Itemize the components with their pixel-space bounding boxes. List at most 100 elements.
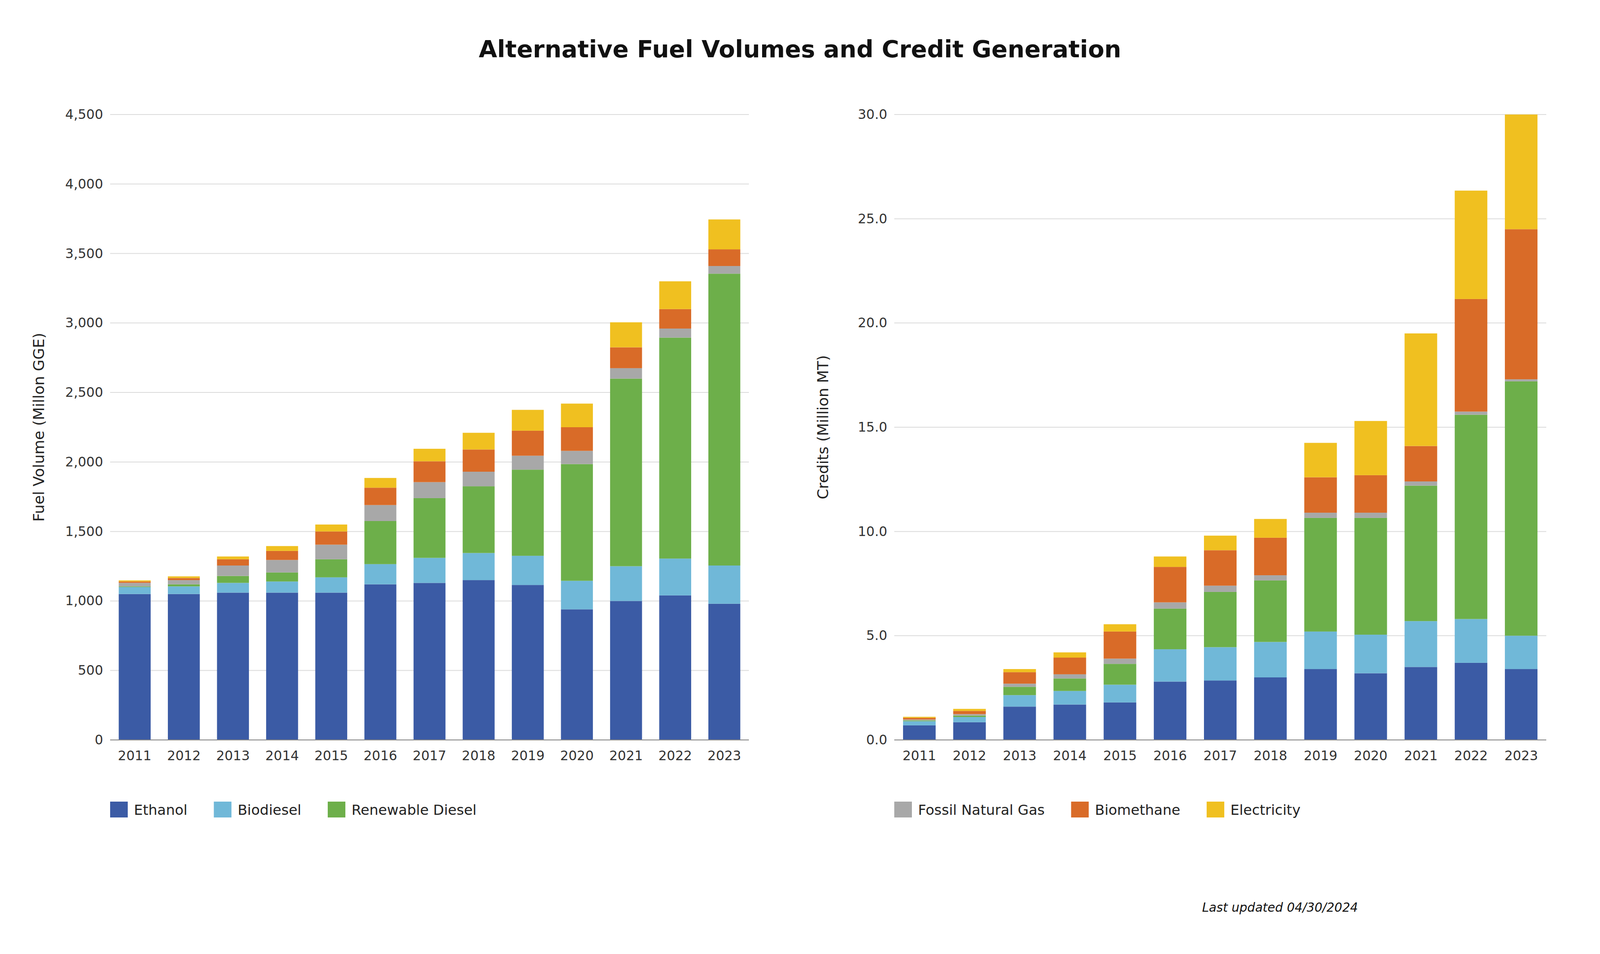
bar-segment [315, 524, 348, 532]
grid-line [894, 322, 1547, 324]
bar-segment [1203, 592, 1237, 648]
bar-segment [708, 603, 741, 741]
bar-segment [1354, 421, 1388, 476]
bar-segment [1103, 631, 1137, 660]
grid-line [894, 426, 1547, 428]
x-tick-label: 2012 [952, 748, 987, 764]
x-tick-label: 2016 [1153, 748, 1187, 764]
bar-segment [1103, 685, 1137, 703]
y-tick-label: 500 [77, 662, 104, 678]
bar-segment [560, 609, 593, 741]
bar-segment [1354, 518, 1388, 635]
bar-segment [1203, 647, 1237, 681]
bar-segment [953, 722, 986, 741]
bar-segment [560, 403, 593, 428]
x-tick-label: 2015 [314, 748, 349, 764]
y-tick-label: 0.0 [866, 732, 888, 748]
bar-segment [708, 565, 741, 604]
y-axis-label: Fuel Volume (Millon GGE) [29, 332, 48, 522]
bar-segment [1354, 634, 1388, 674]
x-axis-line [894, 739, 1547, 741]
bar-segment [1504, 229, 1538, 380]
bar-segment [1404, 666, 1438, 741]
y-tick-label: 25.0 [857, 211, 888, 227]
bar-segment [610, 368, 643, 379]
y-axis-label: Credits (Million MT) [814, 355, 832, 500]
bar-segment [511, 555, 545, 586]
bars [903, 114, 1538, 741]
bar-segment [1153, 649, 1187, 682]
bar-segment [1404, 446, 1438, 482]
legend-swatch [1206, 801, 1225, 818]
bar-segment [413, 558, 446, 584]
y-tick-label: 0 [94, 732, 104, 748]
bar-segment [1454, 190, 1488, 300]
bar-segment [659, 328, 692, 338]
bar-segment [659, 337, 692, 559]
title: Alternative Fuel Volumes and Credit Gene… [478, 35, 1122, 63]
bar-segment [708, 249, 741, 267]
x-tick-label: 2021 [609, 748, 643, 764]
bar-segment [118, 581, 152, 583]
bar-segment [217, 565, 250, 577]
x-tick-label: 2013 [1002, 748, 1037, 764]
bar-segment [953, 714, 986, 716]
x-tick-label: 2019 [511, 748, 545, 764]
bars [118, 219, 741, 741]
bar-segment [659, 595, 692, 741]
bar-segment [1203, 680, 1237, 741]
bar-segment [511, 430, 545, 456]
bar-segment [1404, 481, 1438, 486]
bar-segment [1254, 580, 1287, 643]
bar-segment [903, 720, 936, 722]
bar-segment [118, 587, 152, 595]
bar-segment [217, 582, 250, 593]
bar-segment [1404, 621, 1438, 667]
bar-segment [1304, 477, 1338, 513]
bar-segment [1254, 642, 1287, 678]
bar-segment [266, 559, 299, 573]
bar-segment [903, 716, 936, 718]
x-tick-label: 2017 [1203, 748, 1238, 764]
y-tick-label: 10.0 [857, 523, 888, 540]
bar-segment [167, 576, 200, 579]
bar-segment [610, 566, 643, 602]
bar-segment [462, 553, 495, 581]
x-tick-label: 2013 [216, 748, 250, 764]
bar-segment [610, 322, 643, 348]
bar-segment [217, 556, 250, 560]
bar-segment [266, 551, 299, 561]
bar-segment [1254, 537, 1287, 576]
bar-segment [708, 219, 741, 250]
bar-segment [118, 586, 152, 588]
bar-segment [1103, 624, 1137, 632]
x-tick-label: 2021 [1403, 748, 1438, 764]
grid-line [110, 392, 749, 393]
x-tick-label: 2015 [1103, 748, 1137, 764]
bar-segment [315, 592, 348, 741]
bar-segment [1153, 602, 1187, 609]
bar-segment [413, 461, 446, 482]
y-tick-label: 2,500 [65, 384, 104, 400]
bar-segment [953, 717, 986, 723]
bar-segment [903, 721, 936, 726]
bar-segment [953, 708, 986, 712]
y-tick-label: 5.0 [866, 627, 888, 644]
background [0, 0, 1600, 954]
y-tick-label: 3,500 [65, 245, 104, 262]
bar-segment [315, 559, 348, 578]
bar-segment [1003, 686, 1037, 696]
grid-line [894, 114, 1547, 115]
legend: Fossil Natural GasBiomethaneElectricity [894, 801, 1301, 819]
legend: EthanolBiodieselRenewable Diesel [110, 801, 477, 819]
bar-segment [708, 273, 741, 566]
grid-line [110, 739, 749, 741]
bar-segment [1053, 691, 1086, 705]
x-tick-label: 2018 [461, 748, 496, 764]
y-tick-label: 3,000 [65, 314, 104, 331]
bar-segment [1354, 475, 1388, 513]
grid-line [894, 531, 1547, 533]
bar-segment [560, 464, 593, 582]
y-tick-label: 4,500 [65, 106, 104, 123]
bar-segment [1454, 299, 1488, 412]
